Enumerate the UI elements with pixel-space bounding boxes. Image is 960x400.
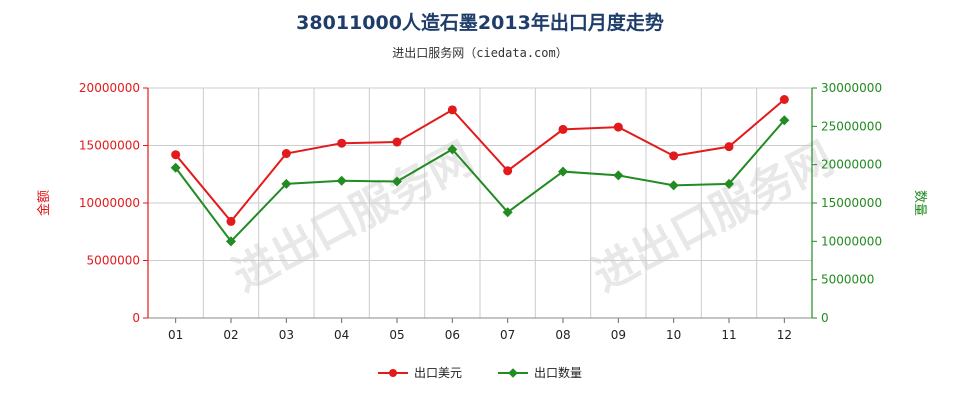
series-1-point-8 [613, 170, 624, 181]
series-0-point-4 [392, 137, 402, 147]
right-axis-title: 数量 [912, 190, 927, 216]
series-1-point-11 [779, 115, 790, 126]
series-0-point-11 [779, 95, 789, 104]
series-1-point-0 [170, 162, 181, 173]
series-0-point-3 [337, 138, 347, 148]
series-1-point-1 [226, 236, 236, 247]
series-0-point-0 [171, 150, 181, 160]
left-tick-label-3: 15000000 [79, 139, 140, 153]
series-0-point-9 [669, 151, 679, 161]
x-tick-label-1: 02 [223, 328, 238, 342]
series-layer [170, 95, 790, 247]
series-0-point-7 [558, 124, 568, 134]
x-tick-label-9: 10 [666, 328, 681, 342]
legend-item-export-qty[interactable]: 出口数量 [498, 364, 582, 381]
x-tick-label-0: 01 [168, 328, 183, 342]
right-tick-label-4: 20000000 [821, 158, 882, 172]
x-tick-label-6: 07 [500, 328, 515, 342]
series-0-point-5 [447, 105, 457, 115]
series-0-point-10 [724, 142, 734, 152]
left-axis-title: 金额 [36, 190, 52, 216]
series-0-point-8 [613, 122, 623, 132]
watermark-text-1: 进出口服务网 [585, 133, 842, 302]
legend: 出口美元 出口数量 [0, 364, 960, 381]
left-tick-label-4: 20000000 [79, 81, 140, 95]
series-1-point-5 [447, 144, 458, 155]
right-tick-label-3: 15000000 [821, 196, 882, 210]
x-tick-label-2: 03 [279, 328, 294, 342]
watermark-layer: 进出口服务网 进出口服务网 [225, 133, 842, 302]
series-0-point-6 [503, 166, 513, 176]
series-1-point-9 [668, 180, 679, 191]
series-line-1 [174, 119, 786, 243]
series-1-point-7 [558, 166, 568, 177]
left-tick-label-1: 5000000 [87, 254, 140, 268]
x-tick-label-5: 06 [445, 328, 460, 342]
series-1-point-3 [336, 175, 347, 186]
right-tick-label-1: 5000000 [821, 273, 874, 287]
right-tick-label-5: 25000000 [821, 119, 882, 133]
series-1-point-6 [502, 207, 513, 218]
x-tick-label-7: 08 [555, 328, 570, 342]
left-tick-label-2: 10000000 [79, 196, 140, 210]
x-tick-label-11: 12 [777, 328, 792, 342]
series-line-0 [174, 98, 785, 223]
axis-layer: 0 5000000 10000000 15000000 20000000 01 02 03 04… [36, 81, 927, 342]
x-tick-label-10: 11 [721, 328, 736, 342]
legend-label-export-qty: 出口数量 [534, 366, 583, 380]
legend-swatch-export-usd [377, 367, 408, 379]
x-tick-label-8: 09 [611, 328, 626, 342]
watermark-text-0: 进出口服务网 [225, 133, 482, 302]
series-0-point-1 [226, 216, 236, 226]
right-tick-label-2: 10000000 [821, 234, 882, 248]
right-tick-label-6: 30000000 [821, 81, 882, 95]
legend-swatch-export-qty [498, 367, 528, 379]
series-1-point-10 [724, 178, 734, 189]
left-tick-label-0: 0 [132, 311, 140, 325]
series-1-point-2 [281, 178, 292, 189]
chart-title: 38011000人造石墨2013年出口月度走势 [296, 12, 664, 34]
series-1-point-4 [392, 176, 402, 187]
legend-item-export-usd[interactable]: 出口美元 [377, 364, 462, 381]
right-tick-label-0: 0 [821, 311, 829, 325]
x-tick-label-3: 04 [334, 328, 349, 342]
series-0-point-2 [281, 149, 291, 159]
chart-subtitle: 进出口服务网（ciedata.com） [392, 46, 568, 60]
x-tick-label-4: 05 [389, 328, 404, 342]
legend-label-export-usd: 出口美元 [413, 366, 462, 380]
